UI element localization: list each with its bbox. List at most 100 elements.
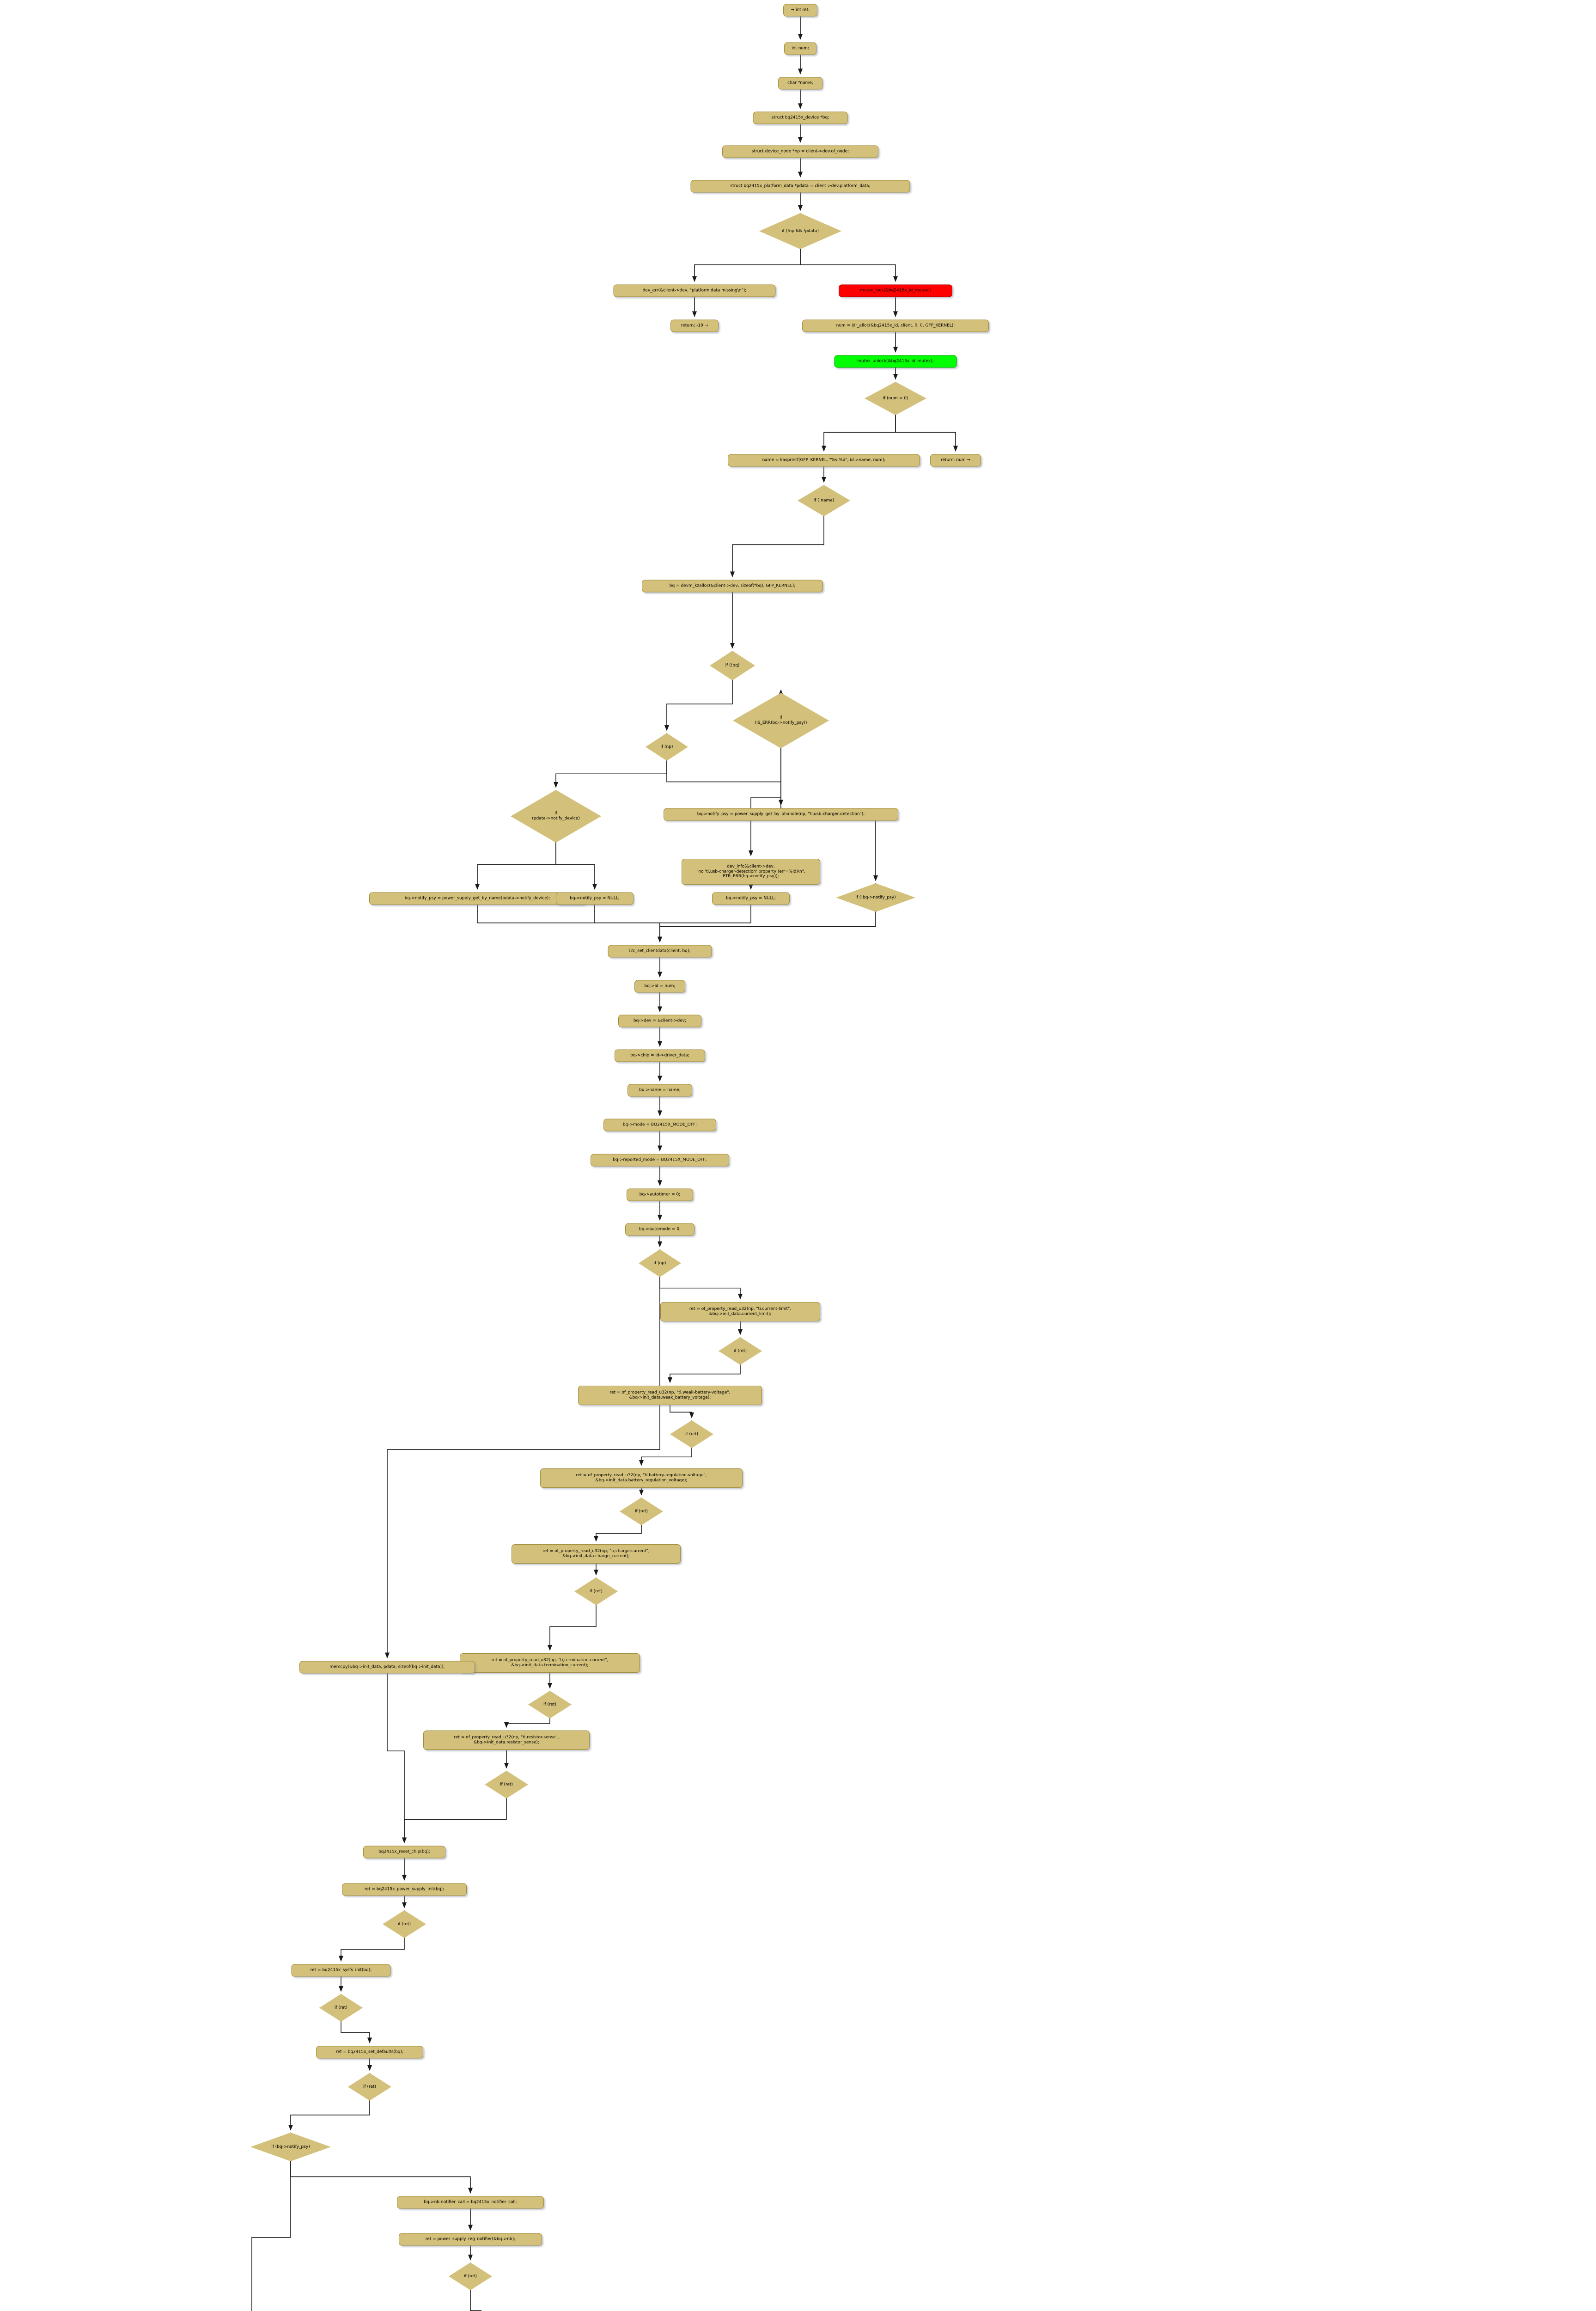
decision-node: if (ret) [719, 1337, 762, 1365]
node-label: char *name; [787, 80, 813, 86]
node-label: if (ret) [397, 1921, 411, 1926]
node-label: memcpy(&bq->init_data, pdata, sizeof(bq-… [329, 1664, 445, 1669]
node-label: bq->notify_psy = power_supply_get_by_pha… [697, 812, 865, 817]
node-label: if (!name) [813, 498, 835, 503]
decision-node: if (ret) [485, 1771, 528, 1798]
node-label: ret = of_property_read_u32(np, "ti,weak-… [609, 1390, 731, 1400]
flow-edge [692, 249, 801, 282]
node-label: if (ret) [500, 1782, 513, 1787]
flow-edge [639, 1448, 692, 1466]
node-label: if (ret) [589, 1589, 603, 1594]
activity-node: dev_err(&client->dev, "platform data mis… [613, 284, 776, 297]
activity-node: ret = of_property_read_u32(np, "ti,resis… [423, 1730, 590, 1750]
node-label: ret = bq2415x_set_defaults(bq); [335, 2049, 404, 2054]
node-label: if (num < 0) [883, 396, 908, 401]
activity-node: ret = bq2415x_set_defaults(bq); [316, 2046, 423, 2059]
activity-node: char *name; [778, 77, 822, 90]
node-label: if (ret) [685, 1431, 699, 1437]
flow-edge [290, 2161, 473, 2194]
node-label: if (ret) [463, 2274, 477, 2279]
activity-node: ret = of_property_read_u32(np, "ti,termi… [460, 1653, 640, 1673]
flow-edge [341, 2021, 372, 2044]
node-label: ret = bq2415x_power_supply_init(bq); [364, 1887, 445, 1892]
node-label: bq->autotimer = 0; [639, 1192, 681, 1197]
node-label: struct device_node *np = client->dev.of_… [751, 149, 849, 154]
activity-node: bq->id = num; [634, 980, 685, 993]
node-label: if (pdata->notify_device) [532, 811, 580, 821]
flow-edge [895, 415, 958, 452]
node-label: if (IS_ERR(bq->notify_psy)) [755, 715, 807, 725]
decision-node: if (ret) [449, 2262, 492, 2290]
decision-node: if (np) [646, 733, 688, 761]
activity-node: ret = bq2415x_power_supply_init(bq); [342, 1883, 467, 1896]
node-label: if (!np && !pdata) [782, 228, 819, 233]
node-label: ret = power_supply_reg_notifier(&bq->nb)… [425, 2237, 516, 2242]
node-label: if (ret) [733, 1348, 747, 1353]
node-label: num = idr_alloc(&bq2415x_id, client, 0, … [836, 323, 955, 328]
node-label: bq->notify_psy = power_supply_get_by_nam… [404, 896, 550, 901]
activity-node: bq->autotimer = 0; [627, 1188, 693, 1201]
activity-node: mutex_lock(&bq2415x_id_mutex); [839, 284, 952, 297]
activity-node: ret = of_property_read_u32(np, "ti,batte… [540, 1468, 743, 1488]
flow-edge [657, 905, 751, 943]
activity-node: struct bq2415x_platform_data *pdata = cl… [690, 180, 910, 193]
activity-node: bq->nb.notifier_call = bq2415x_notifier_… [397, 2196, 544, 2209]
activity-node: i2c_set_clientdata(client, bq); [608, 945, 712, 958]
flow-edge [657, 911, 876, 943]
node-label: if (ret) [334, 2005, 348, 2010]
flow-edge [402, 1798, 507, 1844]
activity-node: struct device_node *np = client->dev.of_… [722, 145, 878, 158]
activity-node: return; num → [930, 454, 981, 467]
node-label: name = kasprintf(GFP_KERNEL, "%s-%d", id… [762, 458, 886, 463]
decision-node: if (np) [639, 1249, 681, 1277]
node-label: bq->chip = id->driver_data; [630, 1053, 689, 1058]
flow-edge [470, 2290, 481, 2311]
node-label: if (!bq) [725, 663, 740, 668]
node-label: bq = devm_kzalloc(&client->dev, sizeof(*… [669, 583, 796, 588]
node-label: ret = of_property_read_u32(np, "ti,termi… [491, 1658, 609, 1668]
node-label: mutex_lock(&bq2415x_id_mutex); [859, 288, 932, 293]
decision-node: if (ret) [670, 1420, 713, 1448]
flow-edge [593, 1525, 642, 1542]
flow-edge [477, 905, 663, 943]
activity-node: bq->chip = id->driver_data; [615, 1049, 705, 1062]
decision-node: if (!name) [798, 485, 850, 516]
activity-node: name = kasprintf(GFP_KERNEL, "%s-%d", id… [728, 454, 920, 467]
node-label: struct bq2415x_device *bq; [771, 115, 829, 120]
decision-node: if (!bq) [710, 651, 755, 680]
flow-edge [387, 1673, 407, 1844]
node-label: int num; [792, 46, 809, 51]
activity-node: bq = devm_kzalloc(&client->dev, sizeof(*… [642, 580, 823, 593]
node-label: if (bq->notify_psy) [271, 2144, 310, 2149]
node-label: bq->id = num; [644, 984, 676, 989]
decision-node: if (ret) [528, 1691, 572, 1718]
flow-edge [594, 905, 663, 943]
activity-node: → int ret; [783, 4, 817, 17]
activity-node: int num; [784, 42, 816, 55]
flow-edge [730, 516, 824, 578]
node-label: if (np) [660, 744, 673, 749]
decision-node: if (!bq->notify_psy) [836, 883, 915, 912]
decision-node: if (num < 0) [865, 382, 926, 415]
node-label: if (ret) [634, 1509, 648, 1514]
node-label: dev_err(&client->dev, "platform data mis… [642, 288, 747, 293]
node-label: struct bq2415x_platform_data *pdata = cl… [730, 183, 871, 189]
decision-node: if (!np && !pdata) [759, 213, 841, 249]
node-label: return; num → [941, 458, 970, 463]
node-label: i2c_set_clientdata(client, bq); [629, 948, 691, 954]
flow-edge [555, 842, 597, 890]
node-label: mutex_unlock(&bq2415x_id_mutex); [857, 359, 934, 364]
node-label: bq2415x_reset_chip(bq); [378, 1849, 430, 1854]
decision-node: if (ret) [620, 1498, 663, 1525]
flow-edge [547, 1605, 597, 1651]
decision-node: if (bq->notify_psy) [250, 2133, 331, 2161]
node-label: ret = of_property_read_u32(np, "ti,batte… [576, 1473, 707, 1483]
node-label: bq->notify_psy = NULL; [726, 896, 776, 901]
activity-node: bq2415x_reset_chip(bq); [363, 1846, 445, 1859]
node-label: if (ret) [363, 2084, 377, 2089]
activity-node: bq->notify_psy = power_supply_get_by_nam… [369, 892, 585, 905]
activity-node: return; -19 → [670, 319, 719, 332]
node-label: return; -19 → [681, 323, 708, 328]
activity-node: bq->notify_psy = NULL; [556, 892, 634, 905]
